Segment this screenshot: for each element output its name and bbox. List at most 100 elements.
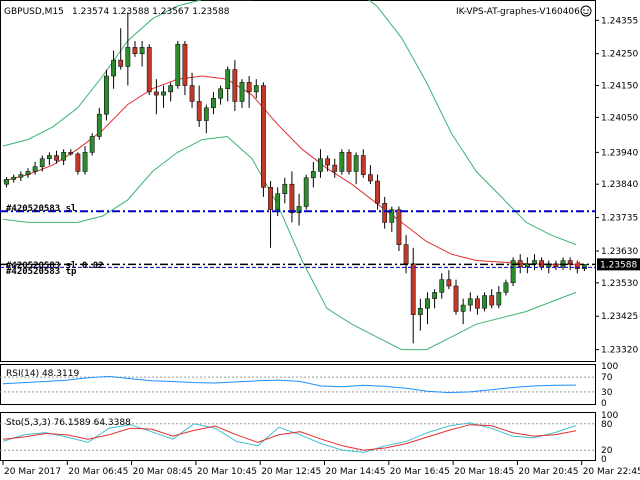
candle-body xyxy=(4,179,9,185)
candle-body xyxy=(32,166,38,172)
price-tick-label: 1.23425 xyxy=(601,312,638,322)
candle xyxy=(310,161,316,188)
blue-level-label: #420520583 sl xyxy=(6,204,76,214)
candle-body xyxy=(25,171,31,175)
candle xyxy=(567,257,573,271)
candle-body xyxy=(332,164,338,172)
candle-body xyxy=(225,69,231,89)
candle xyxy=(467,292,473,312)
candle xyxy=(482,292,487,312)
candle xyxy=(410,247,416,344)
candle xyxy=(189,72,195,108)
time-tick-label: 20 Mar 20:45 xyxy=(518,467,578,477)
smiley-icon[interactable] xyxy=(580,5,592,17)
candle xyxy=(432,289,438,309)
candle-body xyxy=(389,209,395,223)
candle-body xyxy=(96,113,102,137)
candle-body xyxy=(268,187,273,210)
candle xyxy=(489,289,495,309)
price-tick-label: 1.24150 xyxy=(601,82,638,92)
candle-body xyxy=(582,264,587,270)
candle xyxy=(503,279,509,296)
candle xyxy=(182,41,188,96)
candle xyxy=(239,79,245,108)
candle-body xyxy=(289,183,295,214)
candle-body xyxy=(524,263,530,268)
rsi-line xyxy=(2,375,577,394)
candle xyxy=(132,41,138,57)
candle xyxy=(175,41,181,89)
candle xyxy=(510,257,516,286)
candle-body xyxy=(382,203,388,223)
candles xyxy=(4,12,587,344)
candle-body xyxy=(360,155,366,175)
price-tick-label: 1.24355 xyxy=(601,16,638,26)
sto-tick-label: 80 xyxy=(601,420,613,430)
candle xyxy=(203,104,209,134)
candle xyxy=(46,152,52,166)
candle xyxy=(261,82,266,197)
candle-body xyxy=(218,88,223,99)
candle xyxy=(11,174,17,183)
candle xyxy=(196,85,202,127)
price-tick-label: 1.23940 xyxy=(601,148,638,158)
candle-body xyxy=(510,260,516,284)
rsi-panel[interactable] xyxy=(0,364,596,405)
candle xyxy=(4,177,9,188)
candle xyxy=(296,193,302,226)
candle xyxy=(246,76,252,108)
candle-body xyxy=(503,282,509,293)
candle-body xyxy=(146,47,152,93)
candle-body xyxy=(303,177,309,207)
candle-body xyxy=(246,82,252,93)
candle-body xyxy=(403,244,409,264)
candle xyxy=(353,152,359,185)
candle-body xyxy=(68,152,74,155)
candle xyxy=(104,69,109,121)
candle xyxy=(339,149,345,175)
candle xyxy=(396,206,402,251)
time-tick-label: 20 Mar 22:45 xyxy=(583,467,640,477)
candle-body xyxy=(325,158,330,166)
candle-body xyxy=(18,174,24,178)
time-tick-label: 20 Mar 12:45 xyxy=(261,467,321,477)
candle-body xyxy=(253,85,259,93)
candle-body xyxy=(353,155,359,172)
candle-body xyxy=(432,292,438,299)
candle xyxy=(475,295,480,315)
candle-body xyxy=(153,91,159,96)
candle xyxy=(303,174,309,210)
main-chart-panel[interactable] xyxy=(0,0,596,362)
candle-body xyxy=(89,136,95,153)
candle-body xyxy=(161,91,166,96)
candle-body xyxy=(489,295,495,306)
candle xyxy=(25,168,31,178)
current-price-arrow xyxy=(574,261,580,268)
candle xyxy=(111,50,116,89)
price-tick-label: 1.23530 xyxy=(601,279,638,289)
sto-tick-label: 20 xyxy=(601,446,613,456)
candle-body xyxy=(282,183,288,194)
band-lower-line xyxy=(2,135,577,351)
candle-body xyxy=(339,152,345,172)
candle-body xyxy=(39,158,45,167)
time-tick-label: 20 Mar 08:45 xyxy=(133,467,193,477)
candle-body xyxy=(11,176,17,180)
candle-body xyxy=(118,59,124,67)
candle xyxy=(218,85,223,105)
sto-tick-label: 100 xyxy=(601,411,618,421)
time-tick-label: 20 Mar 18:45 xyxy=(454,467,514,477)
candle-body xyxy=(46,155,52,159)
candle-body xyxy=(211,98,216,109)
candle xyxy=(496,286,502,309)
candle-body xyxy=(54,155,59,161)
candle xyxy=(125,12,131,86)
candle xyxy=(139,41,145,67)
candle xyxy=(268,181,273,248)
candle-body xyxy=(496,292,502,306)
candle xyxy=(382,196,388,229)
candle xyxy=(211,91,216,115)
price-tick-label: 1.23735 xyxy=(601,214,638,224)
